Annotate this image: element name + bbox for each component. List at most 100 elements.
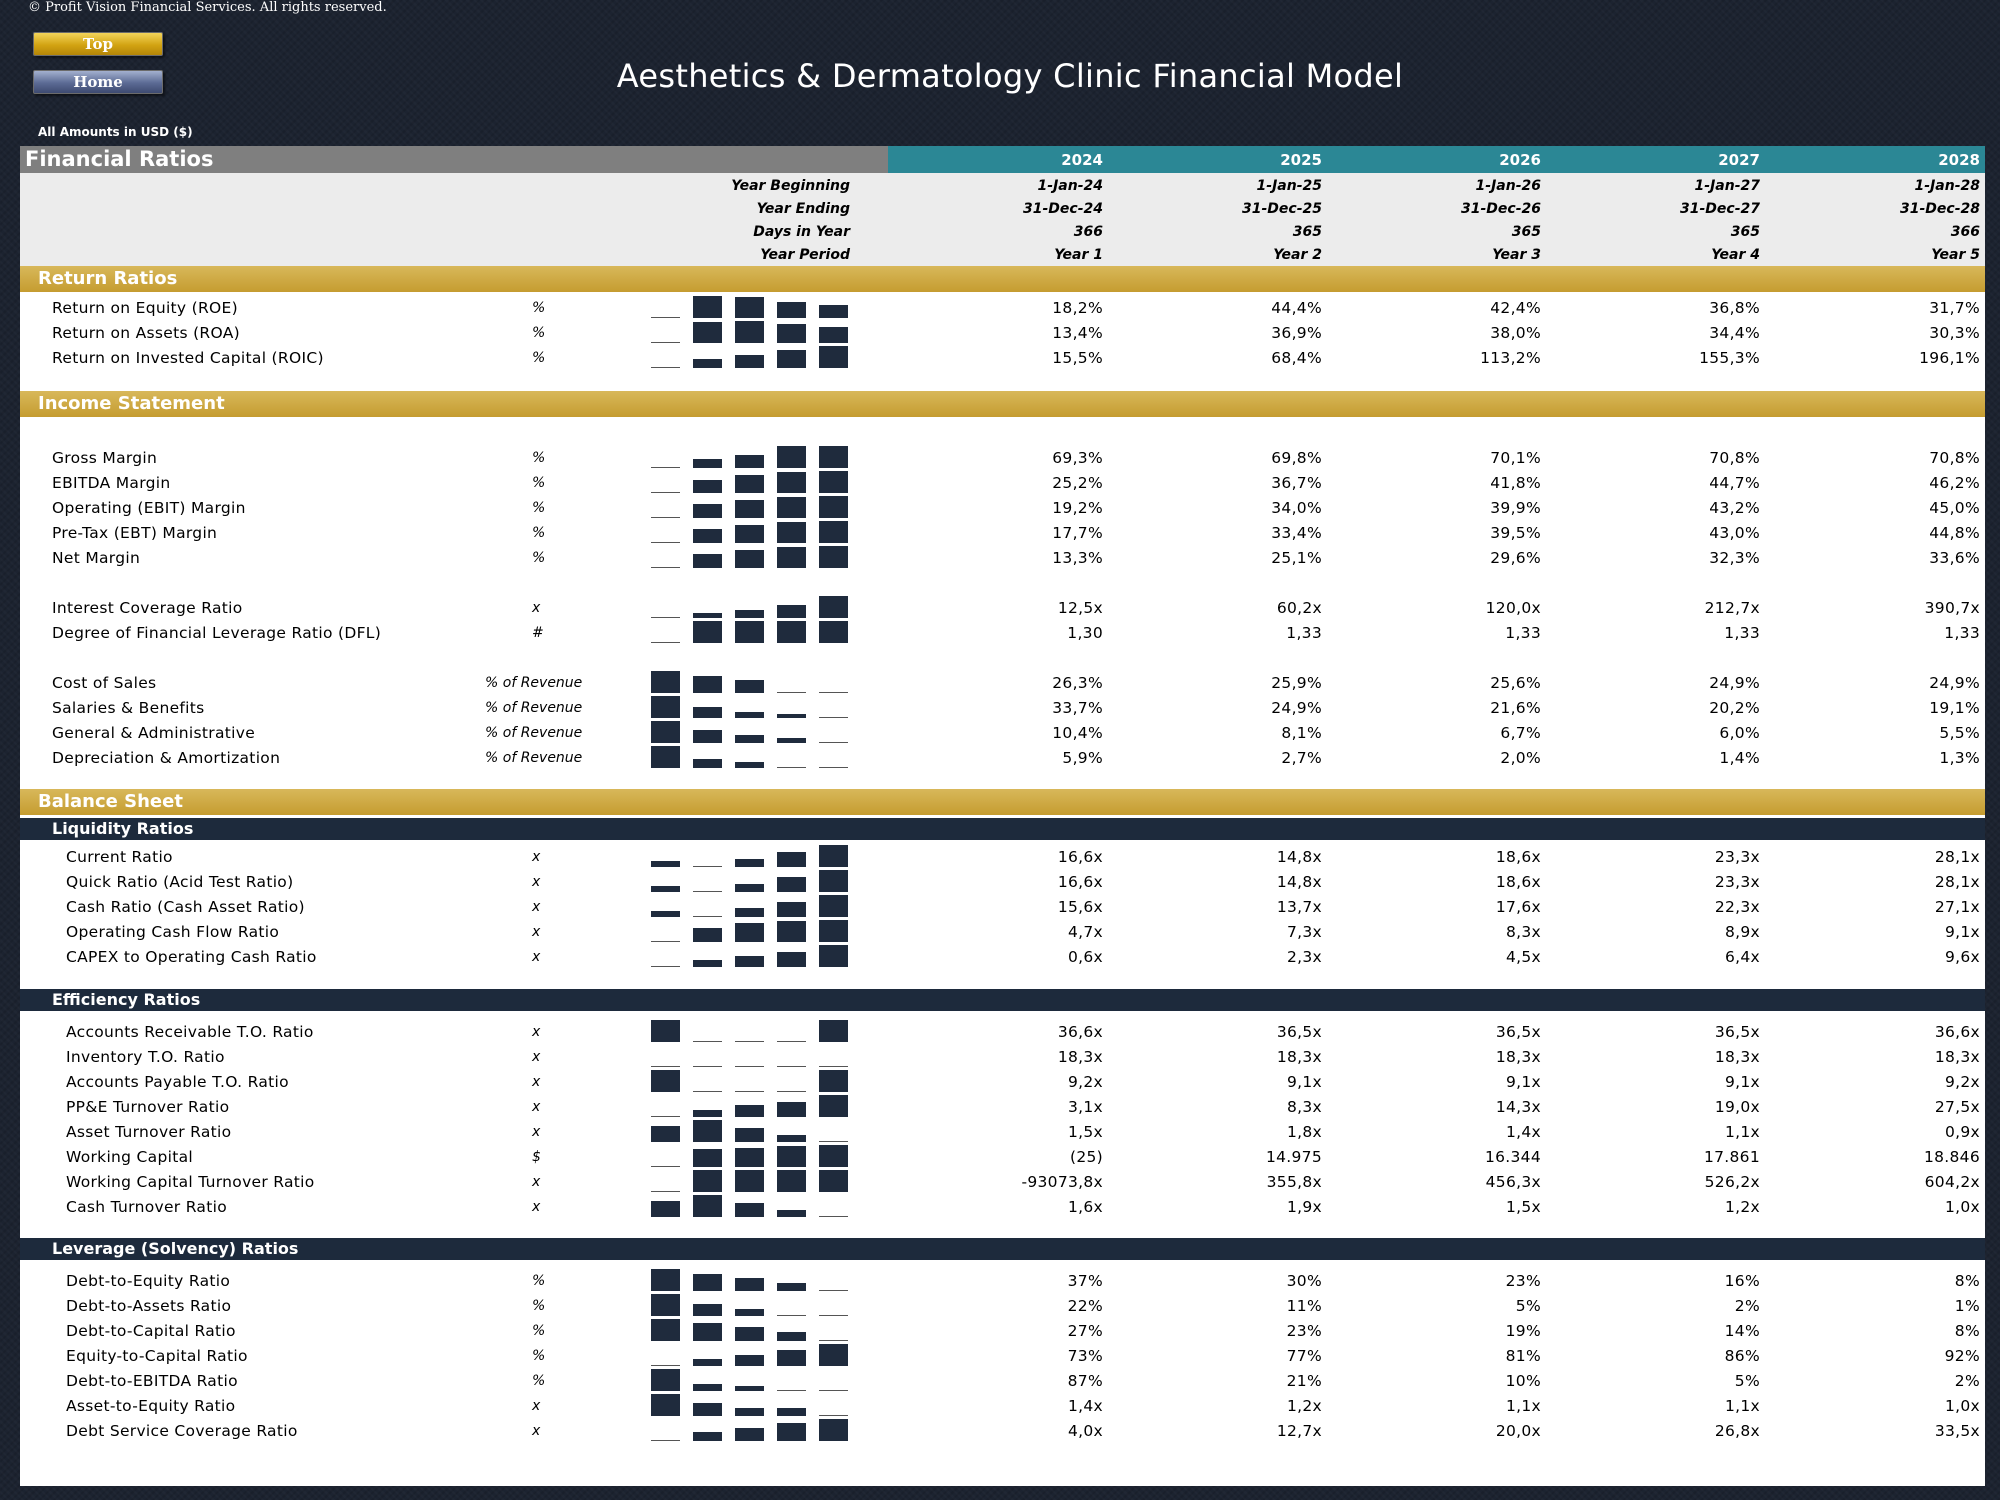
ratio-unit: % [532,525,546,541]
ratio-value: 155,3% [1699,349,1760,367]
spark-bar [735,550,764,568]
spark-bar [777,921,806,942]
spark-bar [693,676,722,693]
ratio-value: 9,1x [1286,1073,1322,1091]
ratio-value: 10,4% [1052,724,1103,742]
spark-bar [651,696,680,718]
ratio-value: 18,6x [1495,848,1541,866]
ratio-value: 19,2% [1052,499,1103,517]
spark-bar [777,472,806,493]
spark-baseline [735,1041,764,1042]
spark-bar [777,547,806,568]
ratio-value: 20,0x [1495,1422,1541,1440]
ratio-unit: x [532,600,541,616]
spark-bar [693,1304,722,1316]
spark-bar [651,671,680,693]
spark-bar [651,1201,680,1217]
spark-bar [735,1327,764,1341]
spark-baseline [693,1041,722,1042]
ratio-value: 16.344 [1484,1148,1541,1166]
ratio-value: 87% [1067,1372,1103,1390]
spark-bar [777,902,806,917]
spark-bar [819,471,848,493]
ratio-label: Debt-to-Equity Ratio [66,1272,231,1290]
period-label-1: Year Ending [756,201,850,217]
period-label-0: Year Beginning [731,178,850,194]
spark-bar [735,1170,764,1192]
top-button[interactable]: Top [33,32,163,56]
ratio-value: 33,6% [1929,549,1980,567]
ratio-value: 1,4% [1719,749,1760,767]
ratio-value: 20,2% [1709,699,1760,717]
ratio-value: 36,5x [1495,1023,1541,1041]
ratio-value: 15,5% [1052,349,1103,367]
ratio-value: 69,8% [1271,449,1322,467]
ratio-value: 11% [1286,1297,1322,1315]
spark-bar [693,613,722,618]
period-value: 1-Jan-26 [1475,178,1541,194]
spark-baseline [777,1066,806,1067]
ratio-label: Debt-to-Capital Ratio [66,1322,236,1340]
ratio-value: 31,7% [1929,299,1980,317]
ratio-value: 18,3x [1934,1048,1980,1066]
ratio-value: 28,1x [1934,848,1980,866]
ratio-value: 1% [1954,1297,1980,1315]
period-value: Year 5 [1931,247,1980,263]
ratio-unit: % [532,475,546,491]
ratio-unit: % [532,1323,546,1339]
ratio-value: 1,4x [1505,1123,1541,1141]
ratio-value: 12,5x [1057,599,1103,617]
ratio-value: 34,4% [1709,324,1760,342]
ratio-unit: x [532,1423,541,1439]
ratio-value: 8% [1954,1322,1980,1340]
ratio-label: Debt-to-Assets Ratio [66,1297,232,1315]
spark-bar [651,721,680,743]
period-value: Year 2 [1273,247,1322,263]
ratio-value: 24,9% [1271,699,1322,717]
spark-bar [693,1170,722,1192]
spark-bar [819,346,848,368]
home-button[interactable]: Home [33,70,163,94]
ratio-value: 86% [1724,1347,1760,1365]
spark-bar [735,1148,764,1167]
ratio-value: 19,0x [1714,1098,1760,1116]
ratio-label: Return on Assets (ROA) [52,324,240,342]
ratio-label: Debt-to-EBITDA Ratio [66,1372,238,1390]
ratio-value: 68,4% [1271,349,1322,367]
ratio-value: 38,0% [1490,324,1541,342]
spark-baseline [819,1066,848,1067]
spark-bar [735,923,764,942]
spark-bar [777,1170,806,1192]
ratio-unit: x [532,1124,541,1140]
spark-baseline [819,1290,848,1291]
ratio-value: 27,1x [1934,898,1980,916]
spark-bar [819,496,848,518]
ratio-value: 1,6x [1067,1198,1103,1216]
ratio-label: Equity-to-Capital Ratio [66,1347,248,1365]
spark-bar [735,956,764,967]
spark-bar [819,521,848,543]
spark-bar [693,1274,722,1291]
ratio-value: 16,6x [1057,873,1103,891]
spark-bar [819,870,848,892]
spark-bar [735,297,764,318]
ratio-value: 36,9% [1271,324,1322,342]
ratio-value: 39,9% [1490,499,1541,517]
ratio-label: Pre-Tax (EBT) Margin [52,524,218,542]
spark-bar [693,1403,722,1416]
ratio-value: 37% [1067,1272,1103,1290]
spark-baseline [651,642,680,643]
spark-bar [777,1135,806,1142]
spark-bar [819,305,848,318]
ratio-unit: x [532,1099,541,1115]
spark-bar [693,554,722,568]
spark-bar [777,302,806,318]
period-value: 31-Dec-25 [1241,201,1322,217]
ratio-value: (25) [1069,1148,1103,1166]
ratio-unit: x [532,874,541,890]
ratio-value: 3,1x [1067,1098,1103,1116]
spark-bar [735,475,764,493]
ratio-value: 46,2% [1929,474,1980,492]
ratio-value: 2,3x [1286,948,1322,966]
period-value: 31-Dec-27 [1679,201,1760,217]
